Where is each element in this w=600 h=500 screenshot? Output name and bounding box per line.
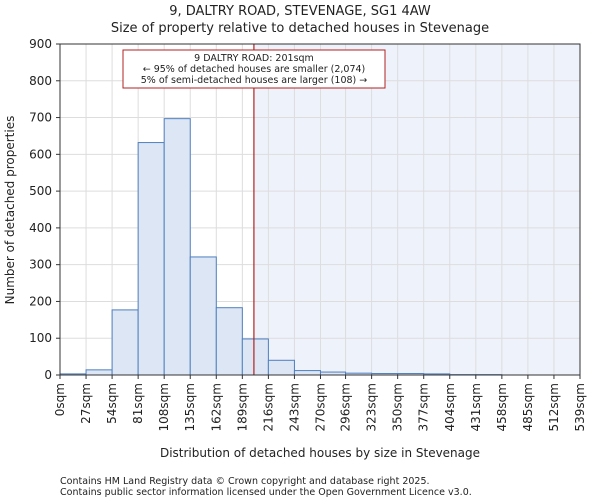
- x-axis-label: Distribution of detached houses by size …: [160, 446, 480, 460]
- larger-properties-region: [253, 44, 580, 375]
- footer-line-2: Contains public sector information licen…: [60, 487, 472, 498]
- y-tick-400: 400: [29, 221, 52, 235]
- x-tick-162sqm: 162sqm: [209, 383, 223, 431]
- x-tick-216sqm: 216sqm: [261, 383, 275, 431]
- x-tick-270sqm: 270sqm: [313, 383, 327, 431]
- x-tick-135sqm: 135sqm: [183, 383, 197, 431]
- x-tick-458sqm: 458sqm: [495, 383, 509, 431]
- bar-54sqm: [111, 309, 139, 376]
- x-tick-431sqm: 431sqm: [469, 383, 483, 431]
- x-tick-labels: 0sqm 27sqm 54sqm 81sqm 108sqm 135sqm 162sqm 189…: [53, 383, 587, 431]
- y-tick-200: 200: [29, 294, 52, 308]
- x-tick-404sqm: 404sqm: [443, 383, 457, 431]
- y-tick-100: 100: [29, 331, 52, 345]
- x-tick-350sqm: 350sqm: [391, 383, 405, 431]
- annotation-line-2: ← 95% of detached houses are smaller (2,…: [143, 64, 366, 75]
- x-tick-189sqm: 189sqm: [235, 383, 249, 431]
- x-tick-243sqm: 243sqm: [287, 383, 301, 431]
- bar-243sqm: [293, 370, 321, 376]
- y-tick-700: 700: [29, 111, 52, 125]
- chart-title: 9, DALTRY ROAD, STEVENAGE, SG1 4AW: [169, 4, 431, 19]
- y-tick-0: 0: [44, 368, 52, 382]
- y-axis-label: Number of detached properties: [3, 116, 17, 305]
- x-tick-485sqm: 485sqm: [521, 383, 535, 431]
- y-tick-800: 800: [29, 74, 52, 88]
- x-tick-512sqm: 512sqm: [547, 383, 561, 431]
- footer-line-1: Contains HM Land Registry data © Crown c…: [60, 476, 430, 487]
- y-tick-600: 600: [29, 147, 52, 161]
- x-tick-81sqm: 81sqm: [131, 383, 145, 424]
- bar-216sqm: [267, 359, 295, 376]
- y-tick-900: 900: [29, 37, 52, 51]
- bar-81sqm: [137, 142, 165, 376]
- bar-162sqm: [215, 307, 243, 376]
- bar-108sqm: [163, 118, 191, 376]
- marker-annotation: 9 DALTRY ROAD: 201sqm ← 95% of detached …: [122, 49, 386, 89]
- bar-135sqm: [189, 256, 217, 376]
- x-tick-54sqm: 54sqm: [105, 383, 119, 424]
- y-tick-labels: 0 100 200 300 400 500 600 700 800 900: [29, 37, 52, 382]
- x-tick-27sqm: 27sqm: [79, 383, 93, 424]
- x-tick-323sqm: 323sqm: [365, 383, 379, 431]
- bar-189sqm: [241, 338, 269, 376]
- chart-subtitle: Size of property relative to detached ho…: [111, 21, 489, 36]
- x-tick-108sqm: 108sqm: [157, 383, 171, 431]
- x-tick-296sqm: 296sqm: [339, 383, 353, 431]
- bars: [59, 118, 503, 376]
- annotation-line-1: 9 DALTRY ROAD: 201sqm: [194, 53, 314, 64]
- y-tick-300: 300: [29, 258, 52, 272]
- axes: [56, 43, 581, 379]
- annotation-box: [122, 49, 386, 89]
- x-tick-377sqm: 377sqm: [417, 383, 431, 431]
- x-tick-0sqm: 0sqm: [53, 383, 67, 416]
- x-tick-539sqm: 539sqm: [573, 383, 587, 431]
- bar-27sqm: [85, 369, 113, 376]
- y-tick-500: 500: [29, 184, 52, 198]
- annotation-line-3: 5% of semi-detached houses are larger (1…: [141, 75, 368, 86]
